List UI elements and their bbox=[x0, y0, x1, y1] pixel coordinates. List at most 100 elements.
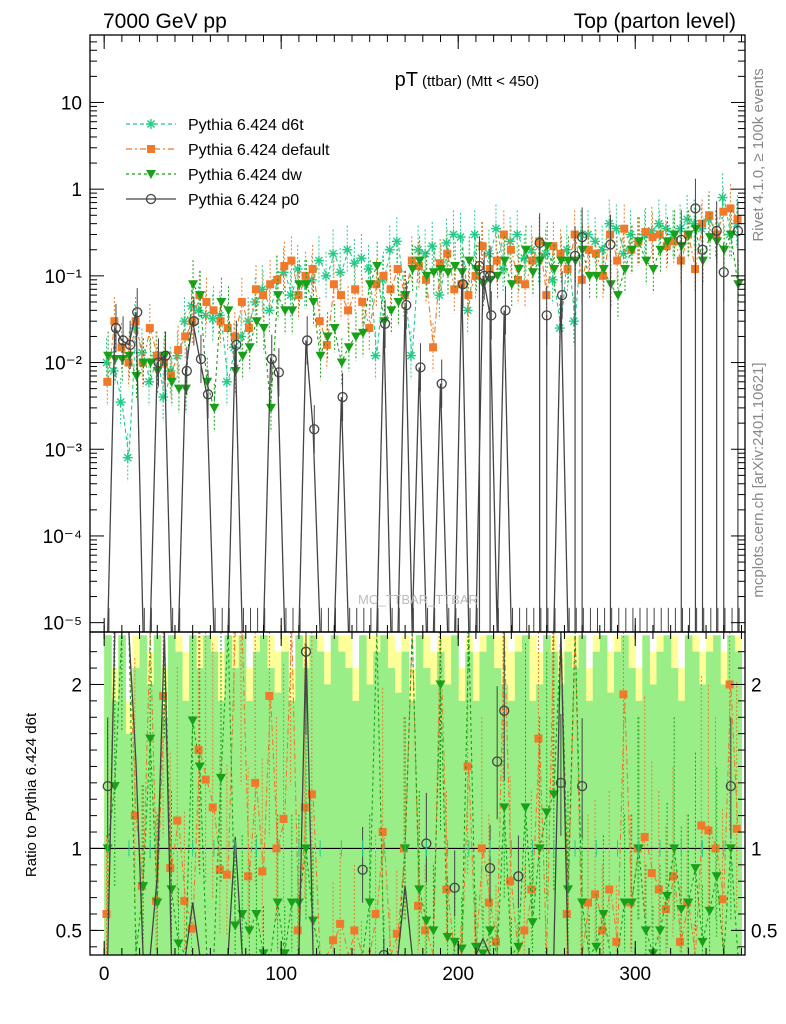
ratio-point-default bbox=[718, 895, 727, 904]
legend-marker-dw bbox=[146, 170, 156, 179]
legend-label-p0: Pythia 6.424 p0 bbox=[188, 192, 299, 209]
point-p0 bbox=[676, 234, 687, 246]
ratio-point-dw bbox=[704, 906, 715, 916]
band-inner bbox=[691, 651, 700, 955]
point-p0 bbox=[556, 289, 568, 301]
point-default bbox=[322, 340, 331, 349]
point-dw bbox=[450, 261, 461, 271]
point-default bbox=[436, 259, 445, 268]
band-inner bbox=[592, 651, 601, 955]
point-default bbox=[308, 264, 317, 273]
ratio-point-default bbox=[647, 869, 656, 878]
point-default bbox=[365, 324, 374, 333]
band-inner bbox=[536, 684, 544, 955]
band-inner bbox=[118, 635, 126, 955]
ratio-point-dw bbox=[293, 898, 304, 908]
point-default bbox=[351, 285, 360, 294]
point-default bbox=[280, 261, 289, 270]
band-inner bbox=[529, 700, 537, 955]
band-inner bbox=[486, 635, 495, 955]
point-dw bbox=[442, 268, 453, 278]
point-default bbox=[216, 317, 225, 326]
ratio-y-tick-label-right: 1 bbox=[751, 839, 762, 860]
y-tick-label: 10⁻⁵ bbox=[43, 614, 82, 635]
ratio-point-default bbox=[371, 910, 380, 919]
point-default bbox=[464, 291, 473, 300]
ratio-point-p0 bbox=[357, 864, 368, 875]
band-inner bbox=[380, 635, 388, 955]
legend-marker-p0 bbox=[145, 193, 157, 205]
point-d6t bbox=[498, 263, 509, 274]
ratio-point-default bbox=[421, 926, 430, 935]
band-inner bbox=[259, 635, 268, 955]
point-default bbox=[648, 233, 657, 242]
point-d6t bbox=[455, 232, 466, 243]
point-dw bbox=[315, 351, 326, 361]
ratio-frame bbox=[89, 631, 746, 956]
ratio-point-dw bbox=[470, 942, 481, 952]
ratio-point-dw bbox=[216, 773, 226, 783]
point-d6t bbox=[462, 305, 473, 316]
point-d6t bbox=[321, 270, 332, 281]
point-d6t bbox=[604, 218, 615, 229]
point-dw bbox=[612, 291, 623, 301]
ratio-series-p0-markers bbox=[102, 632, 736, 955]
point-d6t bbox=[427, 241, 438, 252]
ratio-point-p0 bbox=[102, 780, 113, 792]
y-tick-label: 1 bbox=[71, 180, 82, 201]
point-default bbox=[202, 297, 211, 306]
ratio-point-default bbox=[484, 898, 493, 907]
point-default bbox=[152, 351, 161, 360]
band-inner bbox=[196, 668, 204, 955]
point-default bbox=[414, 261, 423, 270]
point-p0 bbox=[474, 260, 485, 272]
ratio-point-default bbox=[300, 803, 309, 812]
point-default bbox=[726, 204, 735, 213]
point-default bbox=[662, 242, 671, 251]
ratio-point-default bbox=[201, 775, 210, 784]
point-p0 bbox=[534, 237, 545, 249]
ratio-point-dw bbox=[230, 921, 241, 931]
ratio-point-dw bbox=[435, 680, 446, 690]
ratio-point-p0 bbox=[449, 882, 460, 893]
ratio-point-default bbox=[661, 905, 670, 914]
point-default bbox=[259, 291, 268, 300]
x-tick-label: 200 bbox=[442, 964, 474, 985]
point-dw bbox=[287, 306, 298, 316]
band-inner bbox=[479, 651, 488, 955]
point-p0 bbox=[732, 225, 744, 237]
point-default bbox=[372, 280, 381, 289]
point-d6t bbox=[179, 316, 190, 327]
band-inner bbox=[238, 635, 247, 955]
point-dw bbox=[513, 264, 524, 274]
point-dw bbox=[237, 351, 248, 361]
point-d6t bbox=[143, 376, 154, 387]
point-p0 bbox=[195, 353, 207, 365]
legend-marker-d6t bbox=[146, 119, 156, 129]
series-dw bbox=[103, 204, 744, 433]
y-tick-label: 10⁻² bbox=[45, 354, 83, 375]
ratio-point-p0 bbox=[492, 756, 503, 767]
point-d6t bbox=[158, 392, 169, 403]
point-default bbox=[181, 332, 190, 341]
header-right: Top (parton level) bbox=[574, 10, 736, 33]
ratio-point-default bbox=[534, 734, 543, 743]
point-p0 bbox=[273, 367, 284, 378]
band-inner bbox=[323, 684, 332, 955]
point-d6t bbox=[250, 296, 261, 307]
point-default bbox=[443, 249, 452, 258]
ratio-point-default bbox=[392, 929, 401, 938]
plot-title-sub: (ttbar) (Mtt < 450) bbox=[422, 73, 539, 90]
legend-entry-default: Pythia 6.424 default bbox=[126, 142, 330, 159]
ratio-point-dw bbox=[187, 716, 198, 726]
legend-entry-dw: Pythia 6.424 dw bbox=[126, 167, 302, 184]
point-d6t bbox=[200, 310, 211, 321]
point-default bbox=[563, 264, 572, 273]
legend-label-default: Pythia 6.424 default bbox=[188, 142, 330, 159]
ratio-point-dw bbox=[520, 803, 531, 813]
ratio-point-dw bbox=[244, 926, 255, 936]
point-default bbox=[457, 280, 466, 289]
point-default bbox=[499, 230, 508, 239]
band-inner bbox=[160, 717, 169, 955]
point-default bbox=[598, 271, 607, 280]
